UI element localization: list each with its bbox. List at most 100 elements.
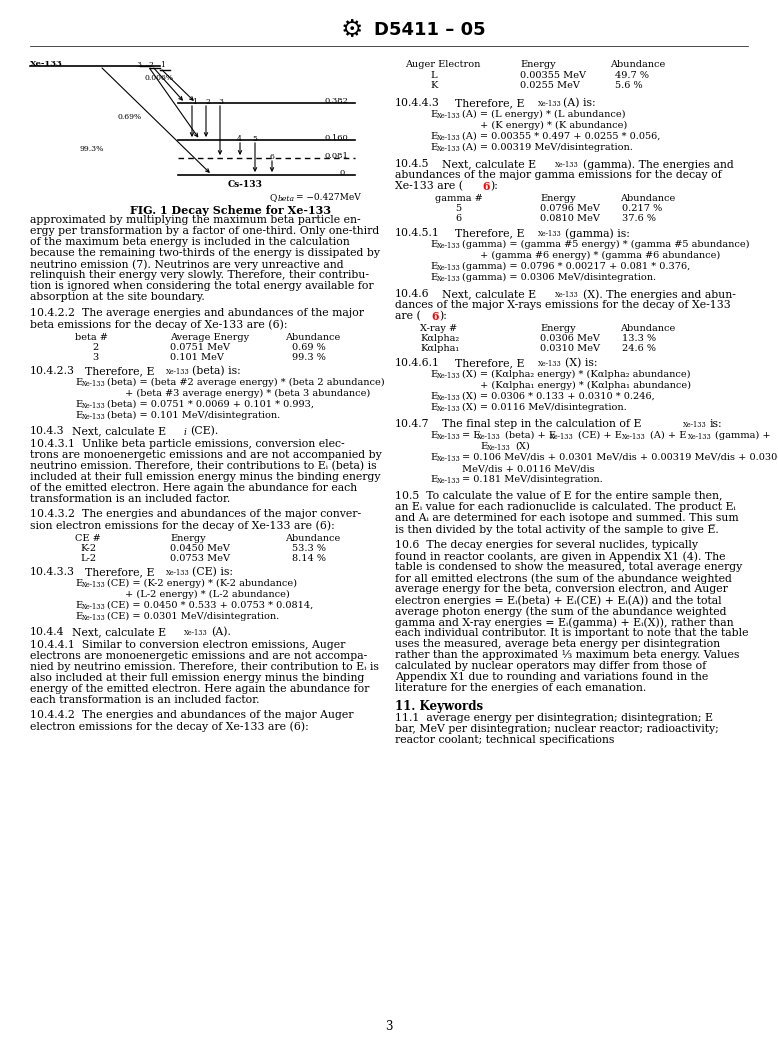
Text: (X) = 0.0116 MeV/disintegration.: (X) = 0.0116 MeV/disintegration.: [462, 403, 627, 412]
Text: FIG. 1 Decay Scheme for Xe-133: FIG. 1 Decay Scheme for Xe-133: [130, 205, 331, 215]
Text: Xe-133: Xe-133: [622, 433, 646, 441]
Text: neutrino emission (7). Neutrinos are very unreactive and: neutrino emission (7). Neutrinos are ver…: [30, 259, 344, 270]
Text: Xe-133: Xe-133: [487, 445, 510, 452]
Text: 10.4.2.2  The average energies and abundances of the major: 10.4.2.2 The average energies and abunda…: [30, 308, 364, 318]
Text: = −0.427MeV: = −0.427MeV: [296, 193, 361, 202]
Text: Energy: Energy: [170, 534, 205, 543]
Text: (beta) is:: (beta) is:: [192, 366, 240, 376]
Text: 3: 3: [218, 98, 223, 106]
Text: = E: = E: [462, 431, 480, 440]
Text: for all emitted electrons (the sum of the abundance weighted: for all emitted electrons (the sum of th…: [395, 573, 732, 584]
Text: 0.217 %: 0.217 %: [622, 204, 662, 213]
Text: beta emissions for the decay of Xe-133 are (6):: beta emissions for the decay of Xe-133 a…: [30, 319, 288, 330]
Text: (beta) = 0.0751 * 0.0069 + 0.101 * 0.993,: (beta) = 0.0751 * 0.0069 + 0.101 * 0.993…: [107, 400, 314, 409]
Text: 10.4.4.3: 10.4.4.3: [395, 98, 440, 108]
Text: Abundance: Abundance: [610, 60, 665, 69]
Text: 10.4.5.1: 10.4.5.1: [395, 228, 440, 238]
Text: i: i: [184, 428, 187, 437]
Text: (A) is:: (A) is:: [563, 98, 596, 108]
Text: Xe-133: Xe-133: [437, 134, 461, 142]
Text: 13.3 %: 13.3 %: [622, 334, 656, 342]
Text: Energy: Energy: [520, 60, 555, 69]
Text: Therefore, E: Therefore, E: [455, 358, 524, 369]
Text: (A) = (L energy) * (L abundance): (A) = (L energy) * (L abundance): [462, 110, 626, 119]
Text: Therefore, E: Therefore, E: [455, 228, 524, 238]
Text: Xe-133: Xe-133: [184, 629, 208, 637]
Text: 3: 3: [136, 61, 141, 69]
Text: Therefore, E: Therefore, E: [85, 366, 155, 376]
Text: Next, calculate E: Next, calculate E: [442, 159, 536, 169]
Text: (gamma) = (gamma #5 energy) * (gamma #5 abundance): (gamma) = (gamma #5 energy) * (gamma #5 …: [462, 240, 749, 249]
Text: 0.382: 0.382: [325, 97, 349, 105]
Text: 6: 6: [270, 153, 275, 161]
Text: beta: beta: [278, 195, 295, 203]
Text: E: E: [75, 411, 82, 420]
Text: neutrino emission. Therefore, their contributions to Eᵢ (beta) is: neutrino emission. Therefore, their cont…: [30, 461, 377, 472]
Text: Xe-133: Xe-133: [437, 433, 461, 441]
Text: Therefore, E: Therefore, E: [85, 567, 155, 577]
Text: 0.006%: 0.006%: [145, 74, 174, 82]
Text: L-2: L-2: [80, 554, 96, 563]
Text: (gamma) = 0.0796 * 0.00217 + 0.081 * 0.376,: (gamma) = 0.0796 * 0.00217 + 0.081 * 0.3…: [462, 262, 690, 271]
Text: E: E: [430, 475, 437, 484]
Text: E: E: [430, 240, 437, 249]
Text: (CE) = (K-2 energy) * (K-2 abundance): (CE) = (K-2 energy) * (K-2 abundance): [107, 579, 297, 588]
Text: 0.0450 MeV: 0.0450 MeV: [170, 544, 230, 553]
Text: sion electron emissions for the decay of Xe-133 are (6):: sion electron emissions for the decay of…: [30, 520, 335, 531]
Text: also included at their full emission energy minus the binding: also included at their full emission ene…: [30, 672, 364, 683]
Text: trons are monoenergetic emissions and are not accompanied by: trons are monoenergetic emissions and ar…: [30, 450, 382, 460]
Text: Xe-133: Xe-133: [437, 145, 461, 153]
Text: E: E: [75, 579, 82, 588]
Text: 6: 6: [431, 311, 439, 322]
Text: Xe-133: Xe-133: [437, 264, 461, 272]
Text: Average Energy: Average Energy: [170, 333, 249, 342]
Text: Xe-133: Xe-133: [82, 402, 106, 410]
Text: 10.6  The decay energies for several nuclides, typically: 10.6 The decay energies for several nucl…: [395, 540, 698, 550]
Text: Xe-133: Xe-133: [437, 242, 461, 250]
Text: L: L: [430, 71, 436, 80]
Text: E: E: [430, 143, 437, 152]
Text: Abundance: Abundance: [620, 324, 675, 333]
Text: 0.0751 MeV: 0.0751 MeV: [170, 342, 230, 352]
Text: average photon energy (the sum of the abundance weighted: average photon energy (the sum of the ab…: [395, 606, 727, 616]
Text: (gamma) is:: (gamma) is:: [565, 228, 630, 238]
Text: beta #: beta #: [75, 333, 108, 342]
Text: 53.3 %: 53.3 %: [292, 544, 326, 553]
Text: E: E: [75, 378, 82, 387]
Text: 6: 6: [482, 181, 489, 192]
Text: 37.6 %: 37.6 %: [622, 214, 656, 223]
Text: Xe-133: Xe-133: [82, 413, 106, 421]
Text: Cs-133: Cs-133: [228, 180, 263, 189]
Text: 10.4.4.2  The energies and abundances of the major Auger: 10.4.4.2 The energies and abundances of …: [30, 710, 353, 720]
Text: CE #: CE #: [75, 534, 100, 543]
Text: 5: 5: [252, 135, 257, 143]
Text: ):: ):: [439, 311, 447, 322]
Text: Xe-133 are (: Xe-133 are (: [395, 181, 463, 192]
Text: Abundance: Abundance: [285, 534, 340, 543]
Text: = 0.181 MeV/disintegration.: = 0.181 MeV/disintegration.: [462, 475, 603, 484]
Text: (gamma) +: (gamma) +: [715, 431, 771, 440]
Text: gamma and X-ray energies = Eᵢ(gamma) + Eᵢ(X)), rather than: gamma and X-ray energies = Eᵢ(gamma) + E…: [395, 617, 734, 628]
Text: E: E: [75, 601, 82, 610]
Text: Xe-133: Xe-133: [166, 369, 190, 376]
Text: E: E: [480, 442, 487, 451]
Text: Kαlpha₂: Kαlpha₂: [420, 334, 459, 342]
Text: E: E: [430, 273, 437, 282]
Text: Xe-133: Xe-133: [82, 581, 106, 589]
Text: (CE) = 0.0301 MeV/disintegration.: (CE) = 0.0301 MeV/disintegration.: [107, 612, 279, 621]
Text: calculated by nuclear operators may differ from those of: calculated by nuclear operators may diff…: [395, 661, 706, 671]
Text: 0.0753 MeV: 0.0753 MeV: [170, 554, 230, 563]
Text: table is condensed to show the measured, total average energy: table is condensed to show the measured,…: [395, 562, 742, 572]
Text: rather than the approximated ⅓ maximum beta energy. Values: rather than the approximated ⅓ maximum b…: [395, 650, 739, 660]
Text: Xe-133: Xe-133: [82, 603, 106, 611]
Text: Xe-133: Xe-133: [477, 433, 501, 441]
Text: 0.101 MeV: 0.101 MeV: [170, 353, 224, 362]
Text: The final step in the calculation of E: The final step in the calculation of E: [442, 418, 642, 429]
Text: 0.0255 MeV: 0.0255 MeV: [520, 81, 580, 90]
Text: E: E: [430, 392, 437, 401]
Text: 10.4.7: 10.4.7: [395, 418, 429, 429]
Text: (X) = 0.0306 * 0.133 + 0.0310 * 0.246,: (X) = 0.0306 * 0.133 + 0.0310 * 0.246,: [462, 392, 655, 401]
Text: 2: 2: [92, 342, 98, 352]
Text: 11.1  average energy per disintegration; disintegration; E: 11.1 average energy per disintegration; …: [395, 713, 713, 723]
Text: (gamma). The energies and: (gamma). The energies and: [583, 159, 734, 170]
